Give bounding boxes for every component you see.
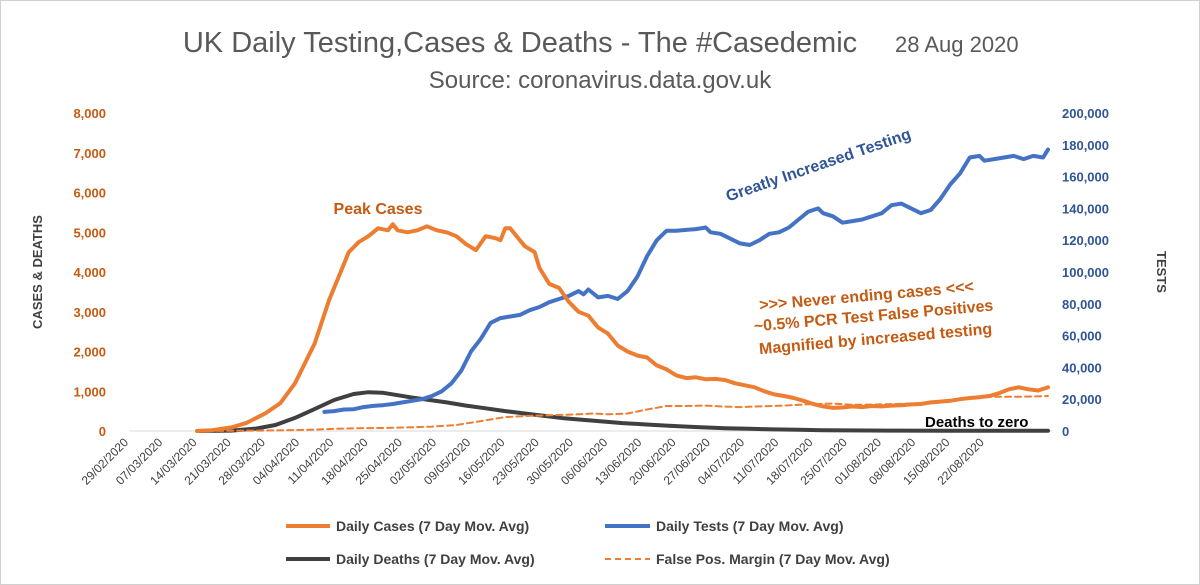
- right-tick-label: 120,000: [1062, 233, 1109, 248]
- legend-label-daily-cases: Daily Cases (7 Day Mov. Avg): [336, 518, 529, 534]
- right-axis: 0 20,000 40,000 60,000 80,000 100,000 120,000 1…: [1062, 106, 1109, 439]
- legend-label-false-pos-margin: False Pos. Margin (7 Day Mov. Avg): [656, 551, 890, 567]
- legend-label-daily-tests: Daily Tests (7 Day Mov. Avg): [656, 518, 844, 534]
- legend: Daily Cases (7 Day Mov. Avg) Daily Tests…: [286, 518, 890, 567]
- chart-title: UK Daily Testing,Cases & Deaths - The #C…: [183, 27, 857, 59]
- legend-item-daily-deaths: Daily Deaths (7 Day Mov. Avg): [286, 551, 535, 567]
- legend-label-daily-deaths: Daily Deaths (7 Day Mov. Avg): [336, 551, 535, 567]
- right-tick-label: 180,000: [1062, 138, 1109, 153]
- series-line-daily-deaths: [195, 390, 1050, 433]
- right-tick-label: 140,000: [1062, 201, 1109, 216]
- right-tick-label: 160,000: [1062, 170, 1109, 185]
- legend-item-false-pos-margin: False Pos. Margin (7 Day Mov. Avg): [605, 551, 890, 567]
- legend-item-daily-cases: Daily Cases (7 Day Mov. Avg): [286, 518, 529, 534]
- chart-subtitle: Source: coronavirus.data.gov.uk: [429, 67, 772, 94]
- right-tick-label: 80,000: [1062, 297, 1102, 312]
- left-tick-label: 0: [99, 424, 106, 439]
- left-tick-label: 8,000: [73, 106, 106, 121]
- right-tick-label: 20,000: [1062, 392, 1102, 407]
- series-layer: [195, 147, 1050, 433]
- left-tick-label: 7,000: [73, 146, 106, 161]
- series-line-daily-tests: [322, 147, 1050, 414]
- right-tick-label: 200,000: [1062, 106, 1109, 121]
- left-tick-label: 2,000: [73, 345, 106, 360]
- left-tick-label: 5,000: [73, 225, 106, 240]
- left-axis: 0 1,000 2,000 3,000 4,000 5,000 6,000 7,000 8,00…: [73, 106, 106, 439]
- right-tick-label: 40,000: [1062, 360, 1102, 375]
- legend-item-daily-tests: Daily Tests (7 Day Mov. Avg): [605, 518, 844, 534]
- left-tick-label: 4,000: [73, 265, 106, 280]
- chart-date: 28 Aug 2020: [895, 32, 1019, 57]
- right-tick-label: 100,000: [1062, 265, 1109, 280]
- series-line-daily-cases: [195, 222, 1050, 433]
- y-axis-label-right: TESTS: [1154, 251, 1169, 293]
- left-tick-label: 1,000: [73, 384, 106, 399]
- y-axis-label-left: CASES & DEATHS: [30, 215, 45, 329]
- right-tick-label: 0: [1062, 424, 1069, 439]
- annotation-peak-cases: Peak Cases: [334, 201, 423, 218]
- left-tick-label: 6,000: [73, 186, 106, 201]
- annotation-deaths-to-zero: Deaths to zero: [925, 414, 1028, 431]
- right-tick-label: 60,000: [1062, 329, 1102, 344]
- left-tick-label: 3,000: [73, 305, 106, 320]
